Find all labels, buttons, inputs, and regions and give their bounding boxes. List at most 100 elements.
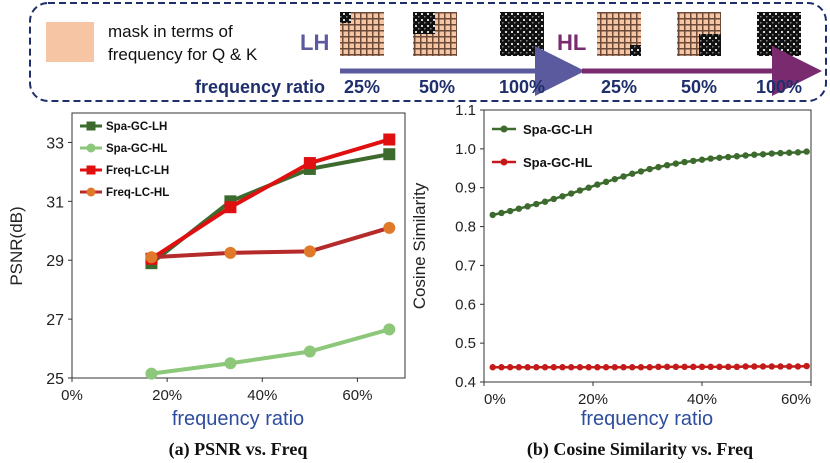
lh-ratio-25: 25% [344, 77, 380, 97]
cosine-point-spa-gc-lh [489, 211, 496, 219]
psnr-x-tick-label: 40% [247, 387, 277, 404]
cosine-point-spa-gc-hl [759, 363, 767, 370]
cosine-point-spa-gc-hl [515, 364, 523, 371]
cosine-point-spa-gc-hl [602, 364, 610, 371]
cosine-point-spa-gc-lh [585, 184, 592, 191]
cosine-point-spa-gc-hl [585, 364, 592, 371]
cosine-x-axis-label: frequency ratio [581, 408, 713, 430]
cosine-point-spa-gc-hl [629, 364, 636, 371]
cosine-point-spa-gc-lh [768, 150, 775, 157]
cosine-chart-title: (b) Cosine Similarity vs. Freq [527, 439, 753, 460]
psnr-point-freq-lc-hl [224, 246, 237, 259]
cosine-point-spa-gc-hl [506, 364, 514, 371]
psnr-chart: 25 27 29 31 33 0% 20% 40% 60% Spa-GC-LH Spa-GC-H… [7, 112, 406, 460]
cosine-point-spa-gc-hl [751, 363, 758, 370]
psnr-legend-marker-freq-lc-lh [86, 165, 96, 175]
cosine-point-spa-gc-hl [681, 363, 688, 371]
psnr-point-freq-lc-hl [303, 245, 316, 258]
cosine-legend-label-spa-gc-lh: Spa-GC-LH [523, 122, 592, 137]
cosine-plot-frame [483, 109, 812, 383]
cosine-y-tick-label: 1.0 [455, 141, 476, 158]
cosine-point-spa-gc-lh [777, 149, 784, 157]
cosine-point-spa-gc-hl [768, 363, 775, 370]
cosine-x-tick-label: 0% [484, 391, 506, 408]
cosine-y-tick-label: 0.4 [455, 374, 476, 391]
cosine-legend-marker-spa-gc-hl [500, 158, 508, 166]
mask-thumbnail-hl-50 [677, 12, 721, 56]
mask-thumbnail-hl-25 [597, 12, 641, 56]
cosine-y-axis-label: Cosine Similarity [410, 182, 429, 309]
cosine-point-spa-gc-hl [803, 362, 810, 370]
cosine-y-tick-label: 1.1 [455, 102, 476, 119]
psnr-point-freq-lc-hl [383, 221, 396, 234]
cosine-point-spa-gc-lh [594, 181, 601, 188]
cosine-legend: Spa-GC-LH Spa-GC-HL [492, 122, 592, 170]
cosine-point-spa-gc-lh [794, 149, 802, 156]
psnr-plot-frame [71, 112, 406, 379]
psnr-legend: Spa-GC-LH Spa-GC-HL Freq-LC-LH Freq-LC-HL [80, 121, 169, 199]
cosine-point-spa-gc-lh [611, 175, 618, 183]
cosine-point-spa-gc-hl [559, 364, 566, 371]
psnr-point-freq-lc-lh [383, 133, 396, 146]
hl-ratio-50: 50% [681, 77, 717, 97]
mask-thumbnail-lh-100 [500, 12, 544, 56]
cosine-point-spa-gc-hl [646, 364, 653, 371]
psnr-series-line-spa-gc-hl [151, 327, 390, 376]
psnr-point-freq-lc-lh [303, 157, 316, 170]
hl-ratio-25: 25% [601, 77, 637, 97]
cosine-point-spa-gc-hl [786, 363, 793, 370]
cosine-point-spa-gc-hl [489, 364, 496, 371]
header-panel: mask in terms of frequency for Q & K LH … [29, 2, 827, 102]
cosine-point-spa-gc-lh [655, 163, 662, 171]
psnr-legend-marker-freq-lc-hl [86, 187, 96, 197]
cosine-point-spa-gc-lh [716, 154, 723, 161]
cosine-point-spa-gc-lh [646, 165, 653, 173]
lh-label: LH [300, 30, 329, 55]
cosine-point-spa-gc-lh [742, 152, 749, 159]
psnr-series-line-freq-lc-lh [150, 137, 390, 261]
cosine-point-spa-gc-lh [524, 203, 531, 210]
psnr-series-line-freq-lc-hl [151, 225, 390, 260]
cosine-point-spa-gc-lh [759, 151, 767, 158]
hl-label: HL [557, 30, 586, 55]
cosine-point-spa-gc-lh [681, 158, 688, 166]
header-dashed-border [29, 2, 827, 102]
cosine-y-tick-label: 0.5 [455, 335, 476, 352]
cosine-point-spa-gc-hl [698, 363, 706, 371]
cosine-point-spa-gc-lh [803, 148, 810, 155]
cosine-point-spa-gc-hl [498, 364, 505, 371]
psnr-legend-marker-spa-gc-hl [86, 143, 96, 153]
cosine-point-spa-gc-hl [568, 364, 575, 371]
psnr-x-axis-label: frequency ratio [172, 408, 304, 430]
cosine-point-spa-gc-lh [550, 195, 557, 203]
cosine-point-spa-gc-hl [724, 363, 732, 371]
psnr-y-tick-label: 33 [46, 135, 64, 152]
cosine-point-spa-gc-lh [751, 151, 758, 158]
cosine-point-spa-gc-hl [707, 363, 714, 371]
cosine-point-spa-gc-hl [620, 364, 627, 371]
psnr-point-spa-gc-hl [224, 357, 237, 370]
cosine-legend-label-spa-gc-hl: Spa-GC-HL [523, 155, 592, 170]
cosine-point-spa-gc-hl [576, 364, 584, 371]
cosine-y-tick-label: 0.6 [455, 296, 476, 313]
lh-ratio-100: 100% [499, 77, 545, 97]
psnr-point-spa-gc-hl [145, 367, 158, 380]
header-frequency-ratio-label: frequency ratio [195, 77, 325, 97]
psnr-x-tick-label: 0% [61, 387, 83, 404]
cosine-point-spa-gc-lh [733, 153, 741, 160]
lh-ratio-50: 50% [419, 77, 455, 97]
cosine-point-spa-gc-hl [637, 364, 645, 371]
cosine-point-spa-gc-hl [716, 363, 723, 371]
cosine-point-spa-gc-lh [637, 168, 645, 175]
cosine-point-spa-gc-hl [794, 363, 802, 370]
psnr-y-tick-label: 25 [46, 371, 64, 388]
psnr-point-spa-gc-hl [303, 345, 316, 358]
psnr-point-spa-gc-lh [383, 148, 396, 161]
psnr-point-freq-lc-hl [145, 251, 158, 264]
cosine-point-spa-gc-lh [602, 178, 610, 186]
psnr-x-tick-label: 60% [342, 387, 372, 404]
cosine-point-spa-gc-lh [629, 170, 636, 177]
cosine-point-spa-gc-lh [672, 160, 680, 167]
psnr-legend-label-spa-gc-lh: Spa-GC-LH [106, 121, 167, 133]
